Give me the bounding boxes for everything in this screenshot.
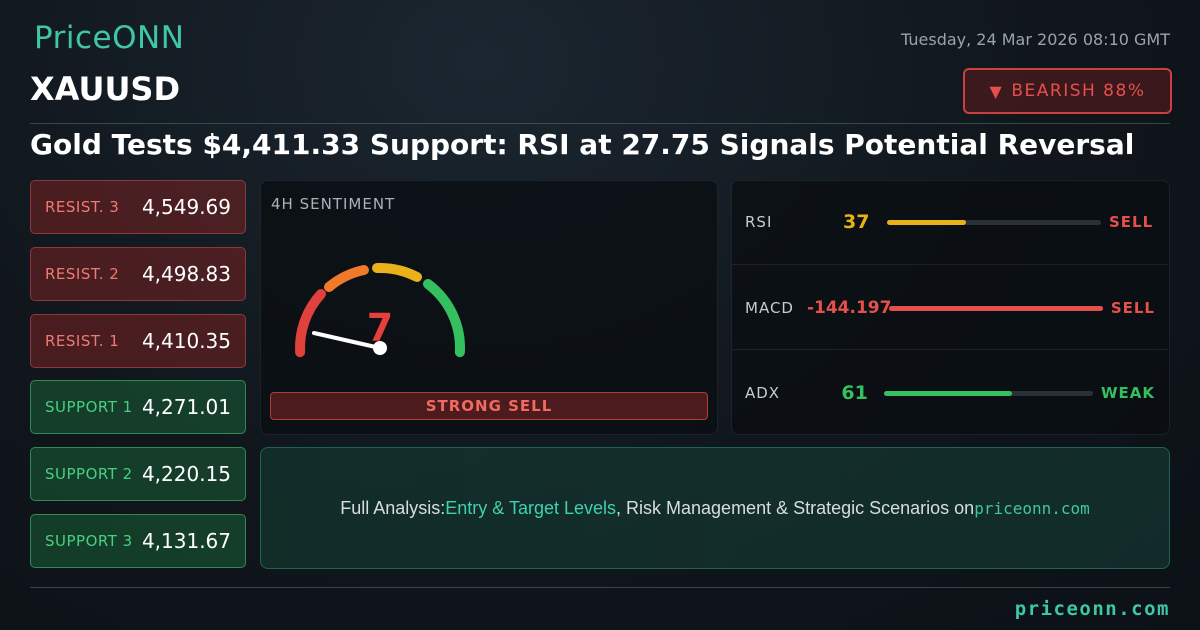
- level-value: 4,131.67: [141, 529, 231, 553]
- level-label: RESIST. 1: [45, 332, 120, 350]
- indicator-fill: [887, 219, 967, 225]
- level: SUPPORT 1 4,271.01: [30, 380, 246, 434]
- symbol: XAUUSD: [30, 70, 181, 108]
- gauge-needle: [312, 331, 382, 350]
- indicator-track: [888, 305, 1103, 311]
- gauge-green: [423, 279, 465, 358]
- level-label: SUPPORT 3: [45, 532, 133, 550]
- indicator-value: 61: [841, 382, 868, 404]
- level: SUPPORT 3 4,131.67: [30, 514, 246, 568]
- indicator-value: 37: [843, 211, 870, 233]
- footer-site: priceonn.com: [1014, 598, 1170, 620]
- timestamp: Tuesday, 24 Mar 2026 08:10 GMT: [901, 30, 1170, 49]
- level-value: 4,220.15: [141, 462, 231, 486]
- indicator-signal: WEAK: [1100, 384, 1155, 402]
- indicator-row: RSI 37 SELL: [745, 202, 1155, 242]
- divider: [30, 587, 1170, 588]
- indicator-fill: [888, 305, 1103, 311]
- row-divider: [732, 264, 1168, 265]
- signal-text: BEARISH 88%: [1011, 81, 1146, 101]
- row-divider: [732, 349, 1168, 350]
- signal-badge: ▼ BEARISH 88%: [963, 68, 1172, 114]
- gauge-hub: [373, 341, 387, 355]
- level-value: 4,549.69: [141, 195, 231, 219]
- indicator-value: -144.197: [806, 298, 892, 318]
- level: RESIST. 2 4,498.83: [30, 247, 246, 301]
- promo-box: Full Analysis: Entry & Target Levels, Ri…: [260, 447, 1170, 569]
- promo-middle: , Risk Management & Strategic Scenarios …: [616, 497, 975, 518]
- level-value: 4,498.83: [141, 262, 231, 286]
- indicator-name: MACD: [745, 299, 794, 317]
- promo-highlight: Entry & Target Levels: [445, 497, 617, 518]
- indicator-name: ADX: [745, 384, 781, 402]
- level-label: RESIST. 2: [45, 265, 120, 283]
- promo-site: priceonn.com: [974, 498, 1090, 518]
- indicator-track: [884, 390, 1093, 396]
- indicator-fill: [884, 390, 1012, 396]
- level: RESIST. 3 4,549.69: [30, 180, 246, 234]
- indicator-row: MACD -144.197 SELL: [745, 288, 1155, 328]
- promo-prefix: Full Analysis:: [340, 497, 446, 518]
- divider: [30, 123, 1170, 124]
- indicator-track: [887, 219, 1101, 225]
- gauge-score: 7: [367, 306, 393, 350]
- verdict: STRONG SELL: [270, 392, 708, 420]
- indicator-signal: SELL: [1109, 213, 1154, 231]
- level-value: 4,271.01: [141, 395, 231, 419]
- level-label: SUPPORT 1: [45, 398, 133, 416]
- gauge-yellow: [372, 262, 422, 282]
- gauge-orange: [324, 265, 369, 292]
- indicator-row: ADX 61 WEAK: [745, 373, 1155, 413]
- level-label: SUPPORT 2: [45, 465, 133, 483]
- indicator-name: RSI: [745, 213, 773, 231]
- level-value: 4,410.35: [141, 329, 231, 353]
- brand: PriceONN: [34, 20, 185, 56]
- level: RESIST. 1 4,410.35: [30, 314, 246, 368]
- down-arrow: ▼: [989, 81, 1004, 101]
- level-label: RESIST. 3: [45, 198, 120, 216]
- headline: Gold Tests $4,411.33 Support: RSI at 27.…: [30, 128, 1135, 161]
- sentiment-title: 4H SENTIMENT: [271, 195, 396, 213]
- gauge-red: [295, 289, 326, 358]
- level: SUPPORT 2 4,220.15: [30, 447, 246, 501]
- indicator-signal: SELL: [1110, 299, 1155, 317]
